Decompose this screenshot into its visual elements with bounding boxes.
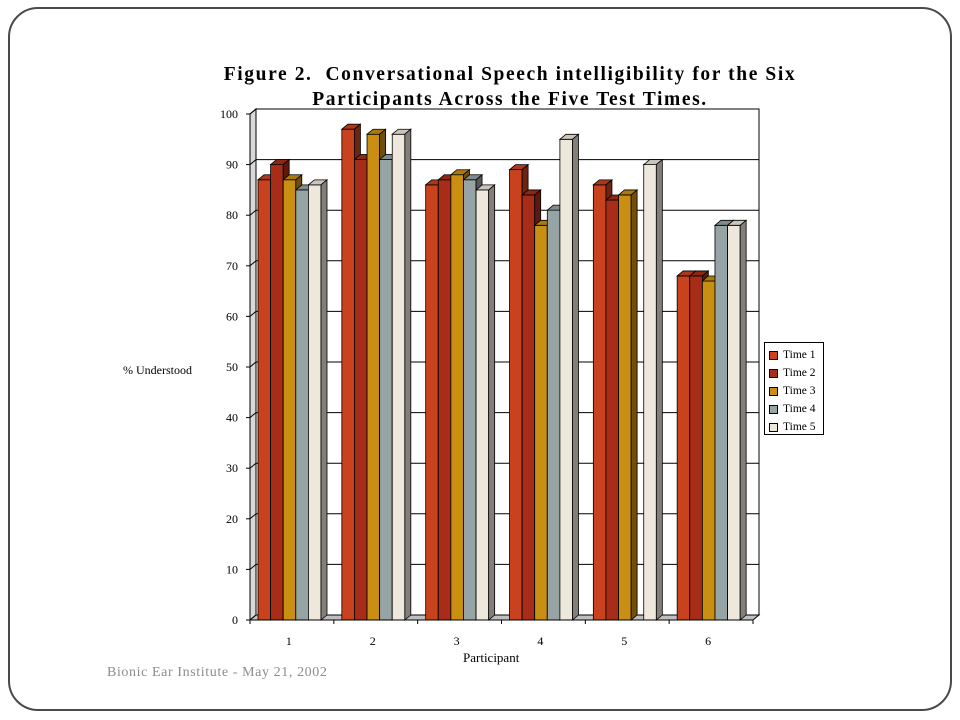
gridline-side xyxy=(249,311,257,317)
gridline-side xyxy=(249,361,257,368)
legend-label: Time 5 xyxy=(783,421,816,433)
chart-title-line-1: Figure 2. Conversational Speech intellig… xyxy=(223,64,797,85)
y-tick-label: 70 xyxy=(226,259,238,273)
bar xyxy=(379,159,393,621)
bar-side xyxy=(572,133,579,621)
y-tick-label: 30 xyxy=(226,461,238,475)
bar-side xyxy=(630,189,638,621)
bar xyxy=(425,184,439,621)
legend-label: Time 2 xyxy=(783,367,816,379)
legend-swatch xyxy=(769,368,778,378)
legend-item: Time 4 xyxy=(769,400,823,418)
x-tick-label: 5 xyxy=(621,634,627,648)
chart-legend: Time 1 Time 2 Time 3 Time 4 Time 5 xyxy=(764,342,824,435)
bar xyxy=(689,275,703,621)
bar-side xyxy=(320,178,328,621)
bar xyxy=(366,133,381,621)
y-tick-label: 50 xyxy=(226,360,238,374)
bar xyxy=(714,224,728,621)
gridline-side xyxy=(249,564,257,570)
y-tick-label: 80 xyxy=(226,208,238,222)
legend-swatch xyxy=(769,386,778,396)
legend-item: Time 2 xyxy=(769,364,823,382)
bar xyxy=(341,128,355,621)
bar xyxy=(475,189,490,621)
bar xyxy=(643,164,657,621)
x-tick-label: 2 xyxy=(370,634,376,648)
gridline-side xyxy=(249,108,257,115)
gridline-side xyxy=(249,412,257,418)
bar xyxy=(559,138,573,621)
y-tick-label: 20 xyxy=(226,512,238,526)
bar xyxy=(282,179,297,621)
bar xyxy=(257,179,272,621)
bar-side xyxy=(655,158,663,621)
bar xyxy=(521,194,536,621)
legend-swatch xyxy=(769,350,778,360)
bar xyxy=(701,280,716,621)
y-tick-label: 60 xyxy=(226,309,238,323)
bar xyxy=(450,174,464,621)
gridline-side xyxy=(249,260,257,267)
legend-label: Time 4 xyxy=(783,403,816,415)
bar xyxy=(270,164,284,621)
gridline-side xyxy=(249,209,257,216)
legend-item: Time 1 xyxy=(769,346,823,364)
gridline-side xyxy=(249,159,257,165)
bar xyxy=(727,224,741,621)
bar xyxy=(592,184,607,621)
bar xyxy=(295,189,309,621)
bar xyxy=(509,169,523,621)
bar xyxy=(534,224,548,621)
gridline-side xyxy=(249,513,257,520)
bar-side xyxy=(739,219,747,621)
legend-label: Time 1 xyxy=(783,349,816,361)
bar-side xyxy=(404,128,412,621)
bar xyxy=(546,209,561,621)
footer-text: Bionic Ear Institute - May 21, 2002 xyxy=(107,665,328,680)
y-tick-label: 40 xyxy=(226,411,238,425)
bar xyxy=(437,179,452,621)
bar xyxy=(676,275,691,621)
y-tick-label: 90 xyxy=(226,158,238,172)
bar xyxy=(618,194,632,621)
legend-swatch xyxy=(769,404,778,414)
legend-item: Time 5 xyxy=(769,418,823,436)
x-tick-label: 4 xyxy=(537,634,543,648)
x-axis-label: Participant xyxy=(463,650,520,665)
y-tick-label: 100 xyxy=(220,107,238,121)
chart-title: Figure 2. Conversational Speech intellig… xyxy=(200,62,820,112)
bar xyxy=(605,199,619,621)
x-tick-label: 1 xyxy=(286,634,292,648)
bar xyxy=(354,159,368,621)
bar xyxy=(307,184,322,621)
legend-swatch xyxy=(769,422,778,432)
y-tick-label: 0 xyxy=(232,613,238,627)
bar-side xyxy=(488,184,496,621)
legend-label: Time 3 xyxy=(783,385,816,397)
bar xyxy=(391,133,406,621)
y-tick-label: 10 xyxy=(226,562,238,576)
chart-title-line-2: Participants Across the Five Test Times. xyxy=(312,89,708,110)
x-tick-label: 3 xyxy=(454,634,460,648)
bar xyxy=(463,179,477,621)
x-tick-label: 6 xyxy=(705,634,711,648)
y-axis-label: % Understood xyxy=(123,363,192,377)
legend-item: Time 3 xyxy=(769,382,823,400)
gridline-side xyxy=(249,462,257,469)
